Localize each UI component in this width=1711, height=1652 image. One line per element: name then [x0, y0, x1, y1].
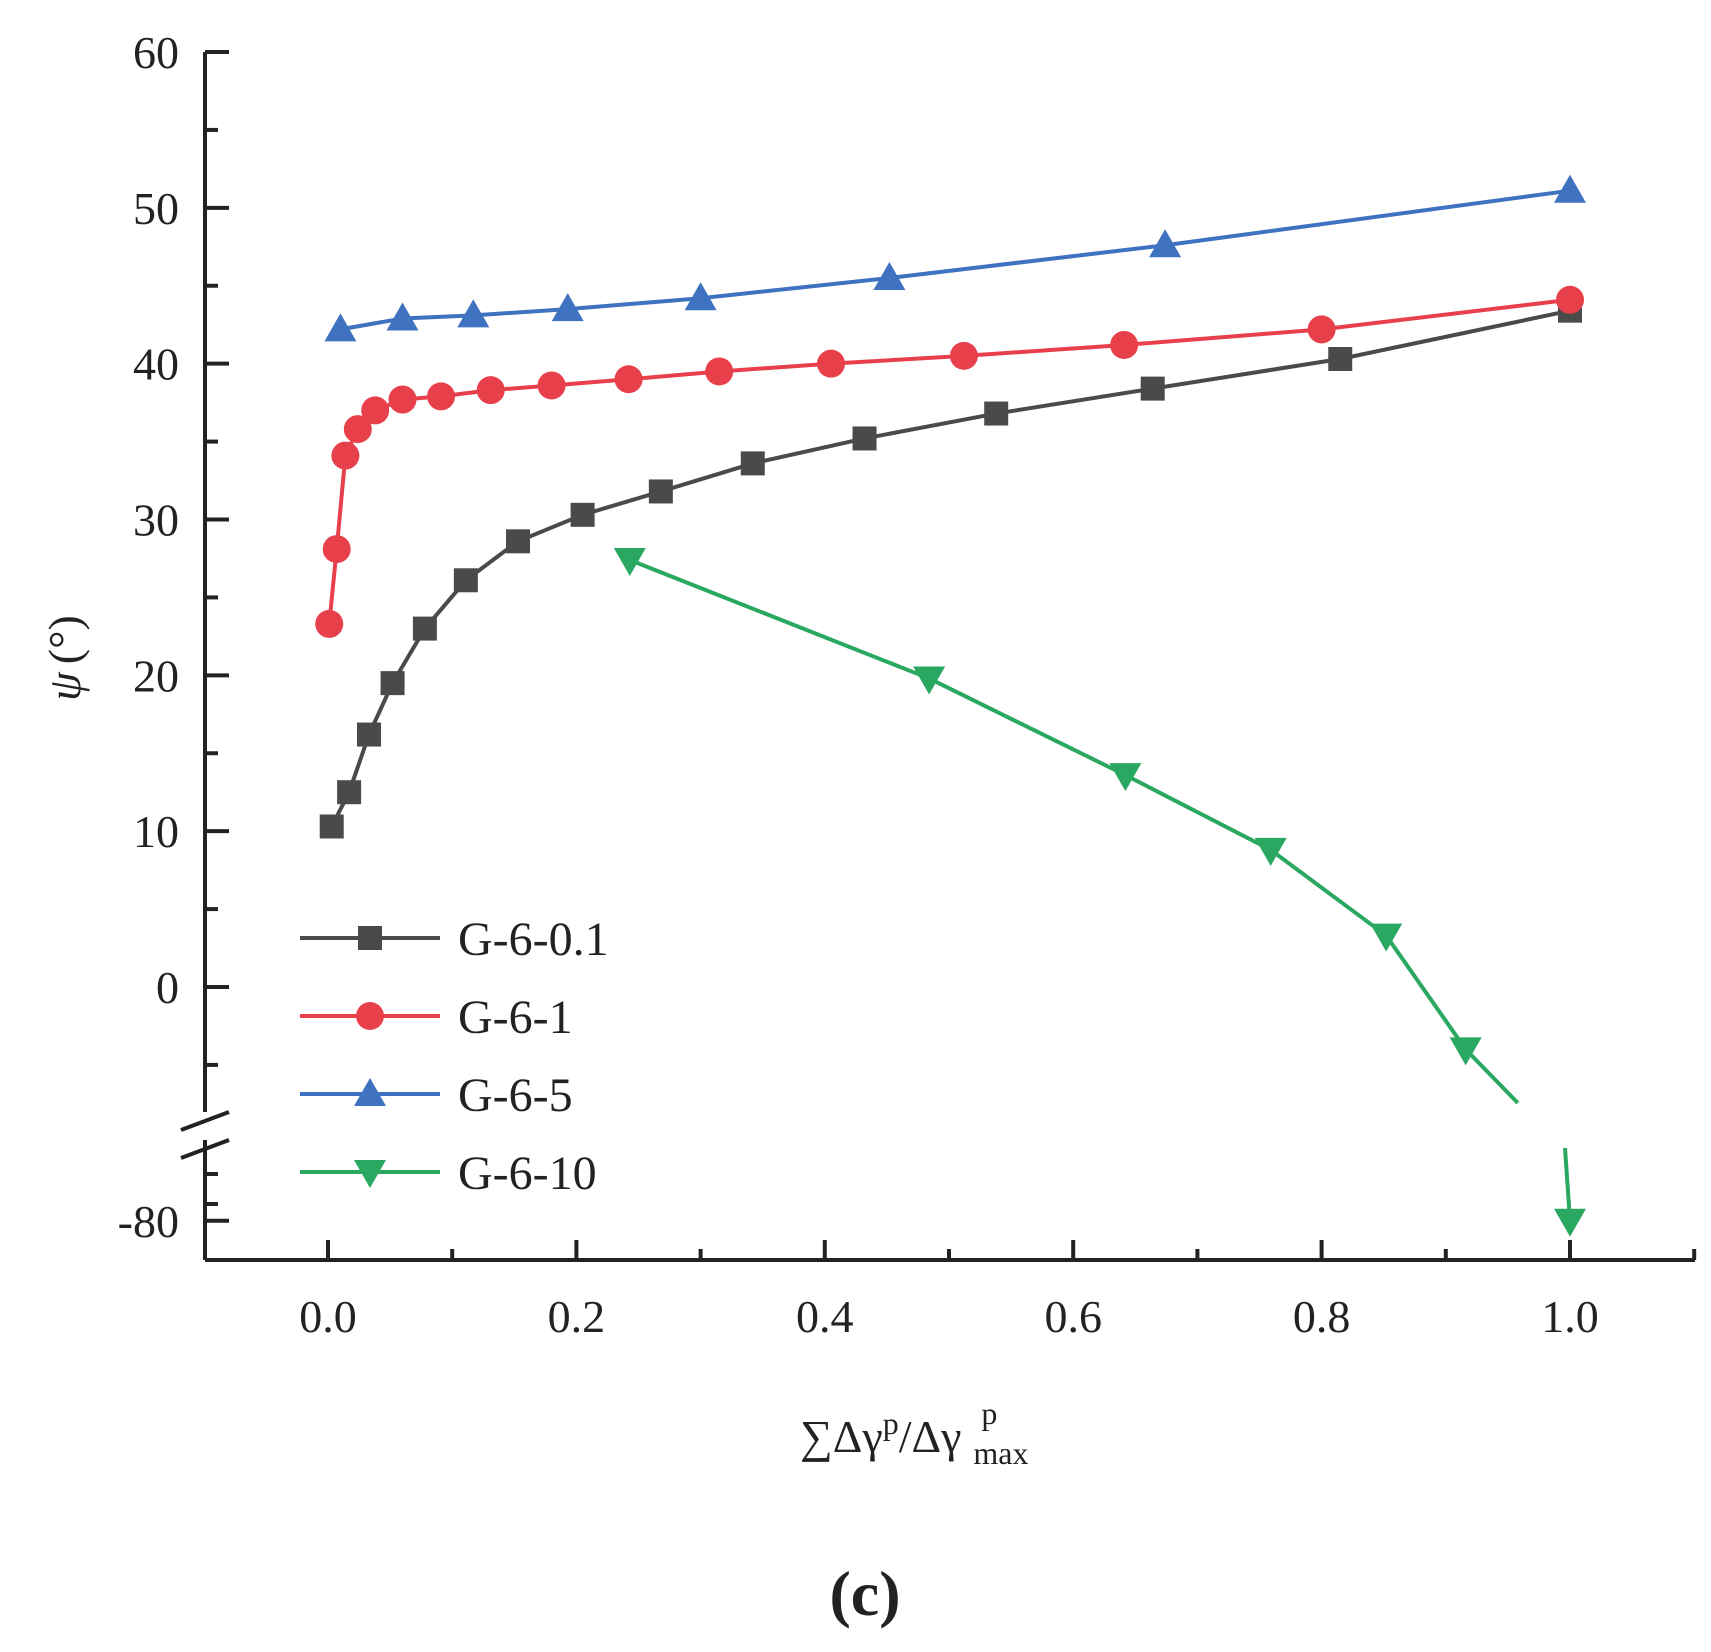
- data-point: [740, 451, 765, 476]
- y-axis-title-symbol: ψ: [39, 671, 90, 701]
- y-tick-label: 10: [133, 806, 179, 857]
- data-point: [380, 671, 405, 696]
- legend-label: G-6-5: [458, 1069, 573, 1122]
- plot-axes: 60 50 40 30 20 10 0 -80 0.0 0.2 0.4 0.6 0.8 1.0: [118, 27, 1697, 1342]
- x-axis-title-slash: /Δγ: [899, 1411, 962, 1462]
- x-tick-label: 0.8: [1293, 1291, 1351, 1342]
- data-point: [1328, 346, 1353, 371]
- y-tick-label: 60: [133, 27, 179, 78]
- data-point: [551, 293, 584, 322]
- x-axis-title-sup2: p: [981, 1395, 997, 1431]
- panel-label: (c): [829, 1558, 900, 1629]
- data-point: [684, 282, 717, 311]
- data-point: [324, 313, 357, 342]
- data-point: [476, 376, 505, 405]
- series-line: [629, 558, 1520, 1105]
- data-point: [1449, 1037, 1482, 1066]
- legend-label: G-6-1: [458, 991, 573, 1044]
- data-point: [343, 415, 372, 444]
- data-point: [873, 261, 906, 290]
- x-axis-title-sub2: max: [973, 1435, 1028, 1471]
- axis-break-mark-top: [180, 1110, 230, 1132]
- data-point: [1140, 376, 1165, 401]
- data-point: [388, 385, 417, 414]
- legend-marker: [356, 1002, 384, 1030]
- data-point: [852, 426, 877, 451]
- x-tick-label: 0.0: [299, 1291, 357, 1342]
- data-point: [457, 299, 490, 328]
- data-point: [356, 722, 381, 747]
- y-tick-label: 50: [133, 183, 179, 234]
- data-point: [1110, 330, 1139, 359]
- data-point: [1554, 174, 1586, 203]
- data-point: [949, 341, 978, 370]
- x-axis-title-sum: ∑Δγ: [800, 1411, 883, 1462]
- x-tick-label: 0.6: [1044, 1291, 1102, 1342]
- x-tick-label: 0.4: [796, 1291, 854, 1342]
- x-axis-title: ∑Δγp/Δγ p max: [800, 1395, 1029, 1471]
- x-tick-label: 0.2: [548, 1291, 606, 1342]
- data-point: [386, 302, 419, 331]
- x-tick-label: 1.0: [1541, 1291, 1599, 1342]
- series-line: [1563, 1147, 1572, 1221]
- y-tick-label: 30: [133, 495, 179, 546]
- data-point: [453, 568, 478, 593]
- data-point: [1370, 923, 1403, 952]
- y-tick-label: 40: [133, 339, 179, 390]
- data-point: [319, 814, 344, 839]
- y-axis-title: ψ (°): [39, 615, 90, 701]
- data-point: [337, 780, 362, 805]
- legend-marker: [358, 926, 382, 950]
- y-tick-label: 20: [133, 650, 179, 701]
- series-markers: [315, 174, 1586, 1237]
- data-point: [614, 365, 643, 394]
- data-point: [315, 609, 344, 638]
- series-line: [327, 297, 1571, 625]
- legend-marker: [354, 1160, 386, 1188]
- data-point: [1556, 285, 1584, 314]
- data-point: [817, 349, 846, 378]
- data-point: [427, 382, 456, 411]
- data-point: [412, 616, 437, 641]
- data-point: [537, 371, 566, 400]
- data-point: [913, 666, 946, 695]
- legend-marker: [354, 1078, 386, 1106]
- y-axis-title-unit: (°): [39, 615, 90, 664]
- data-point: [648, 479, 673, 504]
- data-point: [331, 441, 360, 470]
- legend-label: G-6-0.1: [458, 913, 609, 966]
- series-lines: [327, 188, 1572, 1221]
- data-point: [322, 535, 351, 564]
- data-point: [613, 548, 646, 577]
- y-tick-label: 0: [156, 962, 179, 1013]
- series-line: [340, 188, 1571, 332]
- data-point: [570, 502, 595, 527]
- data-point: [1254, 837, 1287, 866]
- legend: G-6-0.1 G-6-1 G-6-5 G-6-10: [300, 913, 609, 1200]
- data-point: [361, 396, 390, 425]
- data-point: [1109, 763, 1142, 792]
- data-point: [506, 529, 531, 554]
- data-point: [705, 357, 734, 386]
- data-point: [1554, 1208, 1586, 1237]
- x-axis-title-sup1: p: [883, 1405, 899, 1441]
- legend-label: G-6-10: [458, 1147, 597, 1200]
- data-point: [1307, 315, 1336, 344]
- data-point: [1149, 229, 1182, 258]
- data-point: [984, 401, 1009, 426]
- axis-break-mark-bottom: [180, 1138, 230, 1160]
- y-tick-label: -80: [118, 1196, 179, 1247]
